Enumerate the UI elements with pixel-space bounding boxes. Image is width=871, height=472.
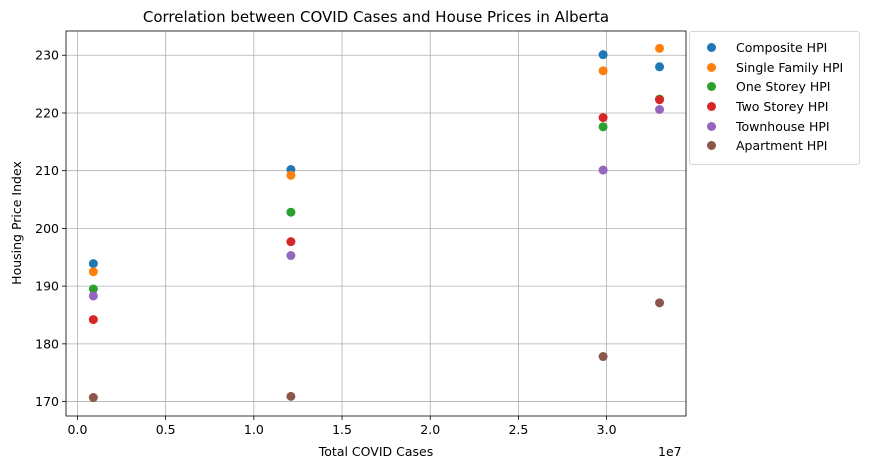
data-point-two-storey-hpi: [655, 95, 665, 105]
grid-lines: [66, 31, 686, 416]
y-axis-label: Housing Price Index: [9, 161, 24, 285]
legend-entry: One Storey HPI: [690, 77, 830, 97]
y-tick-label: 210: [35, 163, 59, 178]
data-point-apartment-hpi: [598, 352, 608, 362]
data-points: [88, 43, 665, 403]
x-tick-label: 2.5: [508, 422, 528, 437]
y-axis-ticks: 170 180 190 200 210 220 230: [35, 48, 66, 409]
data-point-townhouse-hpi: [286, 251, 296, 261]
legend-entry: Composite HPI: [690, 38, 827, 58]
legend-marker-icon: [707, 141, 716, 151]
x-tick-label: 2.0: [420, 422, 440, 437]
chart-title: Correlation between COVID Cases and Hous…: [143, 8, 609, 26]
legend-entry: Single Family HPI: [690, 58, 843, 78]
data-point-composite-hpi: [598, 50, 608, 60]
legend-label: Single Family HPI: [736, 59, 844, 75]
legend: Composite HPI Single Family HPI One Storey…: [689, 31, 860, 165]
data-point-two-storey-hpi: [88, 315, 98, 325]
legend-entry: Two Storey HPI: [690, 97, 828, 117]
data-point-single-family-hpi: [88, 267, 98, 277]
legend-label: Townhouse HPI: [736, 118, 830, 134]
legend-label: One Storey HPI: [736, 79, 831, 95]
y-tick-label: 170: [35, 394, 59, 409]
y-tick-label: 190: [35, 279, 59, 294]
data-point-townhouse-hpi: [88, 291, 98, 301]
x-axis-offset-label: 1e7: [658, 444, 682, 459]
data-point-one-storey-hpi: [286, 207, 296, 217]
legend-label: Two Storey HPI: [736, 99, 829, 115]
data-point-single-family-hpi: [655, 43, 665, 53]
data-point-apartment-hpi: [655, 298, 665, 308]
legend-label: Apartment HPI: [736, 138, 828, 154]
y-tick-label: 180: [35, 336, 59, 351]
legend-label: Composite HPI: [736, 40, 828, 56]
y-tick-label: 230: [35, 48, 59, 63]
x-tick-label: 3.0: [597, 422, 617, 437]
legend-marker-icon: [707, 82, 716, 92]
x-tick-label: 1.5: [332, 422, 352, 437]
x-axis-label: Total COVID Cases: [318, 444, 433, 459]
legend-marker-icon: [707, 121, 716, 131]
x-tick-label: 0.5: [156, 422, 176, 437]
legend-entry: Townhouse HPI: [690, 116, 830, 136]
data-point-one-storey-hpi: [598, 122, 608, 132]
plot-area-frame: [65, 30, 687, 417]
data-point-composite-hpi: [88, 259, 98, 269]
data-point-two-storey-hpi: [286, 237, 296, 247]
data-point-townhouse-hpi: [655, 105, 665, 115]
legend-marker-icon: [707, 102, 716, 112]
data-point-apartment-hpi: [88, 393, 98, 403]
y-tick-label: 220: [35, 105, 59, 120]
x-axis-ticks: 0.0 0.5 1.0 1.5 2.0 2.5 3.0: [68, 416, 617, 437]
data-point-composite-hpi: [655, 62, 665, 72]
legend-marker-icon: [707, 62, 716, 72]
x-tick-label: 0.0: [68, 422, 88, 437]
data-point-one-storey-hpi: [88, 284, 98, 294]
data-point-single-family-hpi: [598, 66, 608, 76]
y-tick-label: 200: [35, 221, 59, 236]
data-point-townhouse-hpi: [598, 165, 608, 175]
data-point-apartment-hpi: [286, 391, 296, 401]
legend-entry: Apartment HPI: [690, 136, 827, 156]
x-tick-label: 1.0: [244, 422, 264, 437]
legend-marker-icon: [707, 43, 716, 53]
data-point-single-family-hpi: [286, 170, 296, 180]
data-point-two-storey-hpi: [598, 113, 608, 123]
